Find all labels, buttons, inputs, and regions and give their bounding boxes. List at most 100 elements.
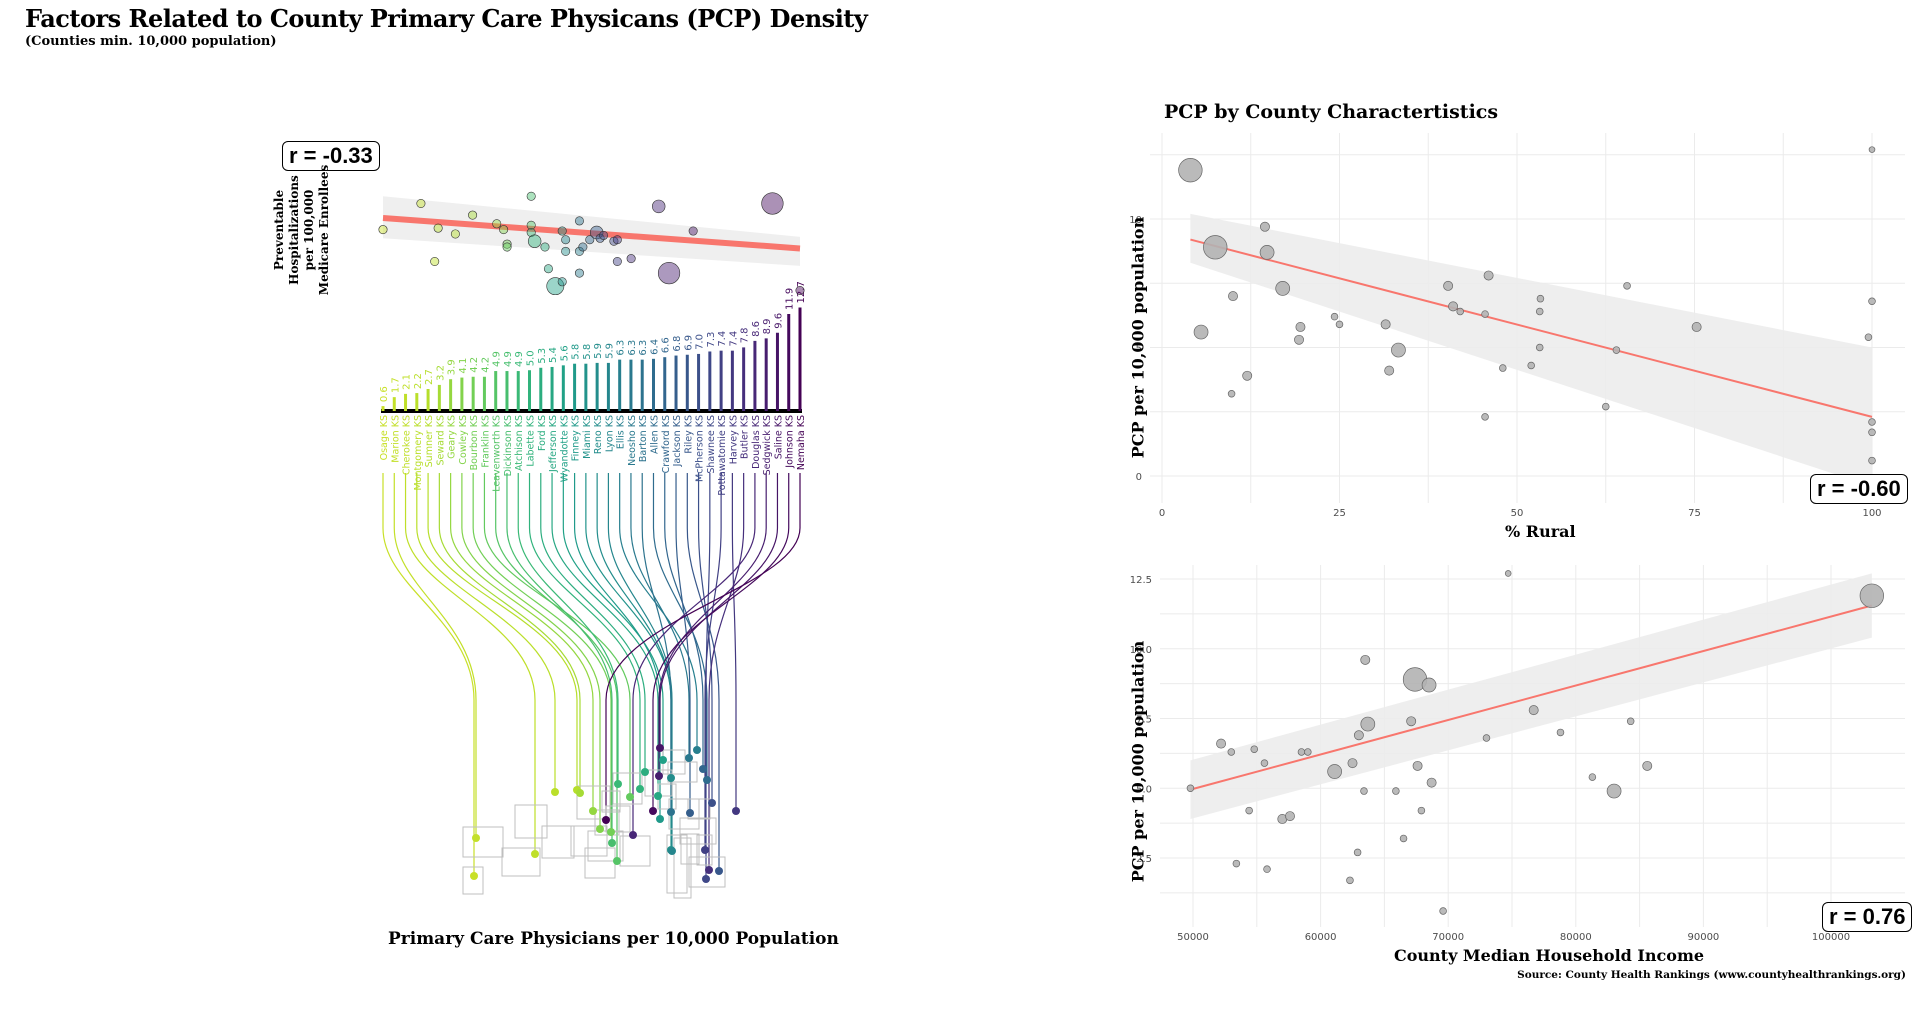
income-x-axis-title: County Median Household Income: [1394, 946, 1705, 965]
trend-line: [1190, 238, 1873, 418]
county-label: Seward KS: [435, 415, 446, 466]
data-point: [1259, 245, 1275, 260]
county-shape: [576, 785, 611, 820]
county-point: [667, 774, 675, 782]
connector-curve: [619, 473, 698, 750]
lollipop-value-label: 5.9: [593, 343, 604, 359]
county-label: Finney KS: [571, 415, 582, 461]
y-tick-label: 5.0: [1136, 784, 1152, 795]
data-point: [1260, 759, 1269, 767]
data-point: [1606, 783, 1622, 799]
county-shape: [594, 809, 620, 836]
data-point: [1623, 282, 1631, 290]
county-label: Ellis KS: [616, 415, 627, 449]
x-tick-label: 50000: [1177, 932, 1209, 943]
data-point: [1426, 777, 1437, 788]
county-label: Cherokee KS: [402, 415, 413, 475]
y-tick-label: 0: [1136, 472, 1142, 483]
county-point: [613, 857, 621, 865]
scatter-point-left: [657, 262, 681, 285]
county-label: Miami KS: [582, 415, 593, 459]
data-point: [1227, 748, 1236, 756]
scatter-point-left: [526, 220, 536, 230]
scatter-point-left: [652, 199, 666, 214]
lollipop-value-label: 2.1: [402, 374, 413, 390]
data-point: [1859, 583, 1884, 608]
county-label: Neosho KS: [627, 415, 638, 466]
data-point: [1421, 677, 1437, 693]
lollipop-value-label: 9.6: [773, 313, 784, 329]
data-point: [1216, 738, 1227, 749]
data-point: [1864, 333, 1873, 341]
scatter-point-left: [450, 229, 460, 239]
data-point: [1203, 235, 1228, 260]
county-label: Sedgwick KS: [762, 415, 773, 475]
county-shape: [570, 825, 608, 857]
lollipop-group: 0.6 Osage KS 1.7 Marion KS 2.1 Cherokee KS 2.2…: [379, 281, 807, 495]
connector-curve: [664, 473, 704, 769]
data-point: [1456, 307, 1464, 316]
scatter-point-left: [468, 210, 478, 220]
county-point: [472, 834, 480, 842]
county-label: Geary KS: [447, 415, 458, 459]
lollipop-value-label: 8.9: [762, 319, 773, 335]
data-point: [1193, 324, 1209, 340]
scatter-point-left: [626, 254, 636, 264]
right-panel-title: PCP by County Charactertistics: [1164, 101, 1499, 123]
county-label: Lyon KS: [604, 415, 615, 452]
county-point: [686, 809, 694, 817]
scatter-point-left: [526, 191, 536, 201]
data-point: [1601, 402, 1610, 411]
left-x-axis-title: Primary Care Physicians per 10,000 Popul…: [388, 929, 839, 949]
data-point: [1353, 848, 1362, 857]
county-point: [596, 825, 604, 833]
scatter-point-left: [546, 277, 565, 296]
lollipop-value-label: 12.7: [796, 281, 807, 303]
data-point: [1406, 716, 1417, 727]
data-point: [1399, 834, 1408, 843]
county-point: [608, 839, 616, 847]
x-tick-label: 90000: [1687, 932, 1719, 943]
data-point: [1528, 705, 1539, 716]
scatter-point-left: [761, 192, 784, 215]
county-point: [470, 872, 478, 880]
data-point: [1499, 364, 1507, 372]
data-point: [1481, 310, 1489, 318]
scatter-point-left: [688, 226, 698, 236]
trend-line: [1190, 604, 1873, 791]
county-point: [668, 847, 676, 855]
scatter-point-left: [502, 242, 512, 252]
scatter-point-left: [574, 268, 584, 278]
lollipop-value-label: 8.6: [751, 321, 762, 337]
county-point: [656, 815, 664, 823]
county-shape: [601, 790, 621, 813]
county-point: [705, 866, 713, 874]
scatter-point-left: [578, 242, 588, 252]
data-point: [1642, 760, 1653, 771]
scatter-point-left: [585, 235, 595, 245]
connector-curve: [573, 473, 661, 819]
data-point: [1536, 294, 1545, 303]
county-point: [551, 788, 559, 796]
connector-curve: [697, 473, 713, 803]
county-point: [702, 875, 710, 883]
lollipop-value-label: 6.9: [683, 335, 694, 351]
data-point: [1443, 280, 1454, 291]
scatter-point-left: [595, 233, 605, 243]
scatter-point-left: [557, 226, 567, 236]
data-point: [1245, 806, 1253, 815]
connector-curve: [675, 473, 691, 813]
data-point: [1360, 787, 1368, 795]
county-label: Atchison KS: [514, 415, 525, 471]
county-label: Pottawatomie KS: [717, 415, 728, 496]
county-point: [614, 780, 622, 788]
data-point: [1391, 342, 1406, 358]
lollipop-value-label: 11.9: [785, 288, 796, 310]
connector-curve: [708, 473, 745, 870]
data-point: [1304, 748, 1312, 756]
county-shape: [680, 833, 700, 865]
connector-curve: [630, 473, 690, 758]
county-point: [656, 744, 664, 752]
lollipop-value-label: 2.7: [424, 369, 435, 385]
page-subtitle: (Counties min. 10,000 population): [25, 34, 277, 49]
